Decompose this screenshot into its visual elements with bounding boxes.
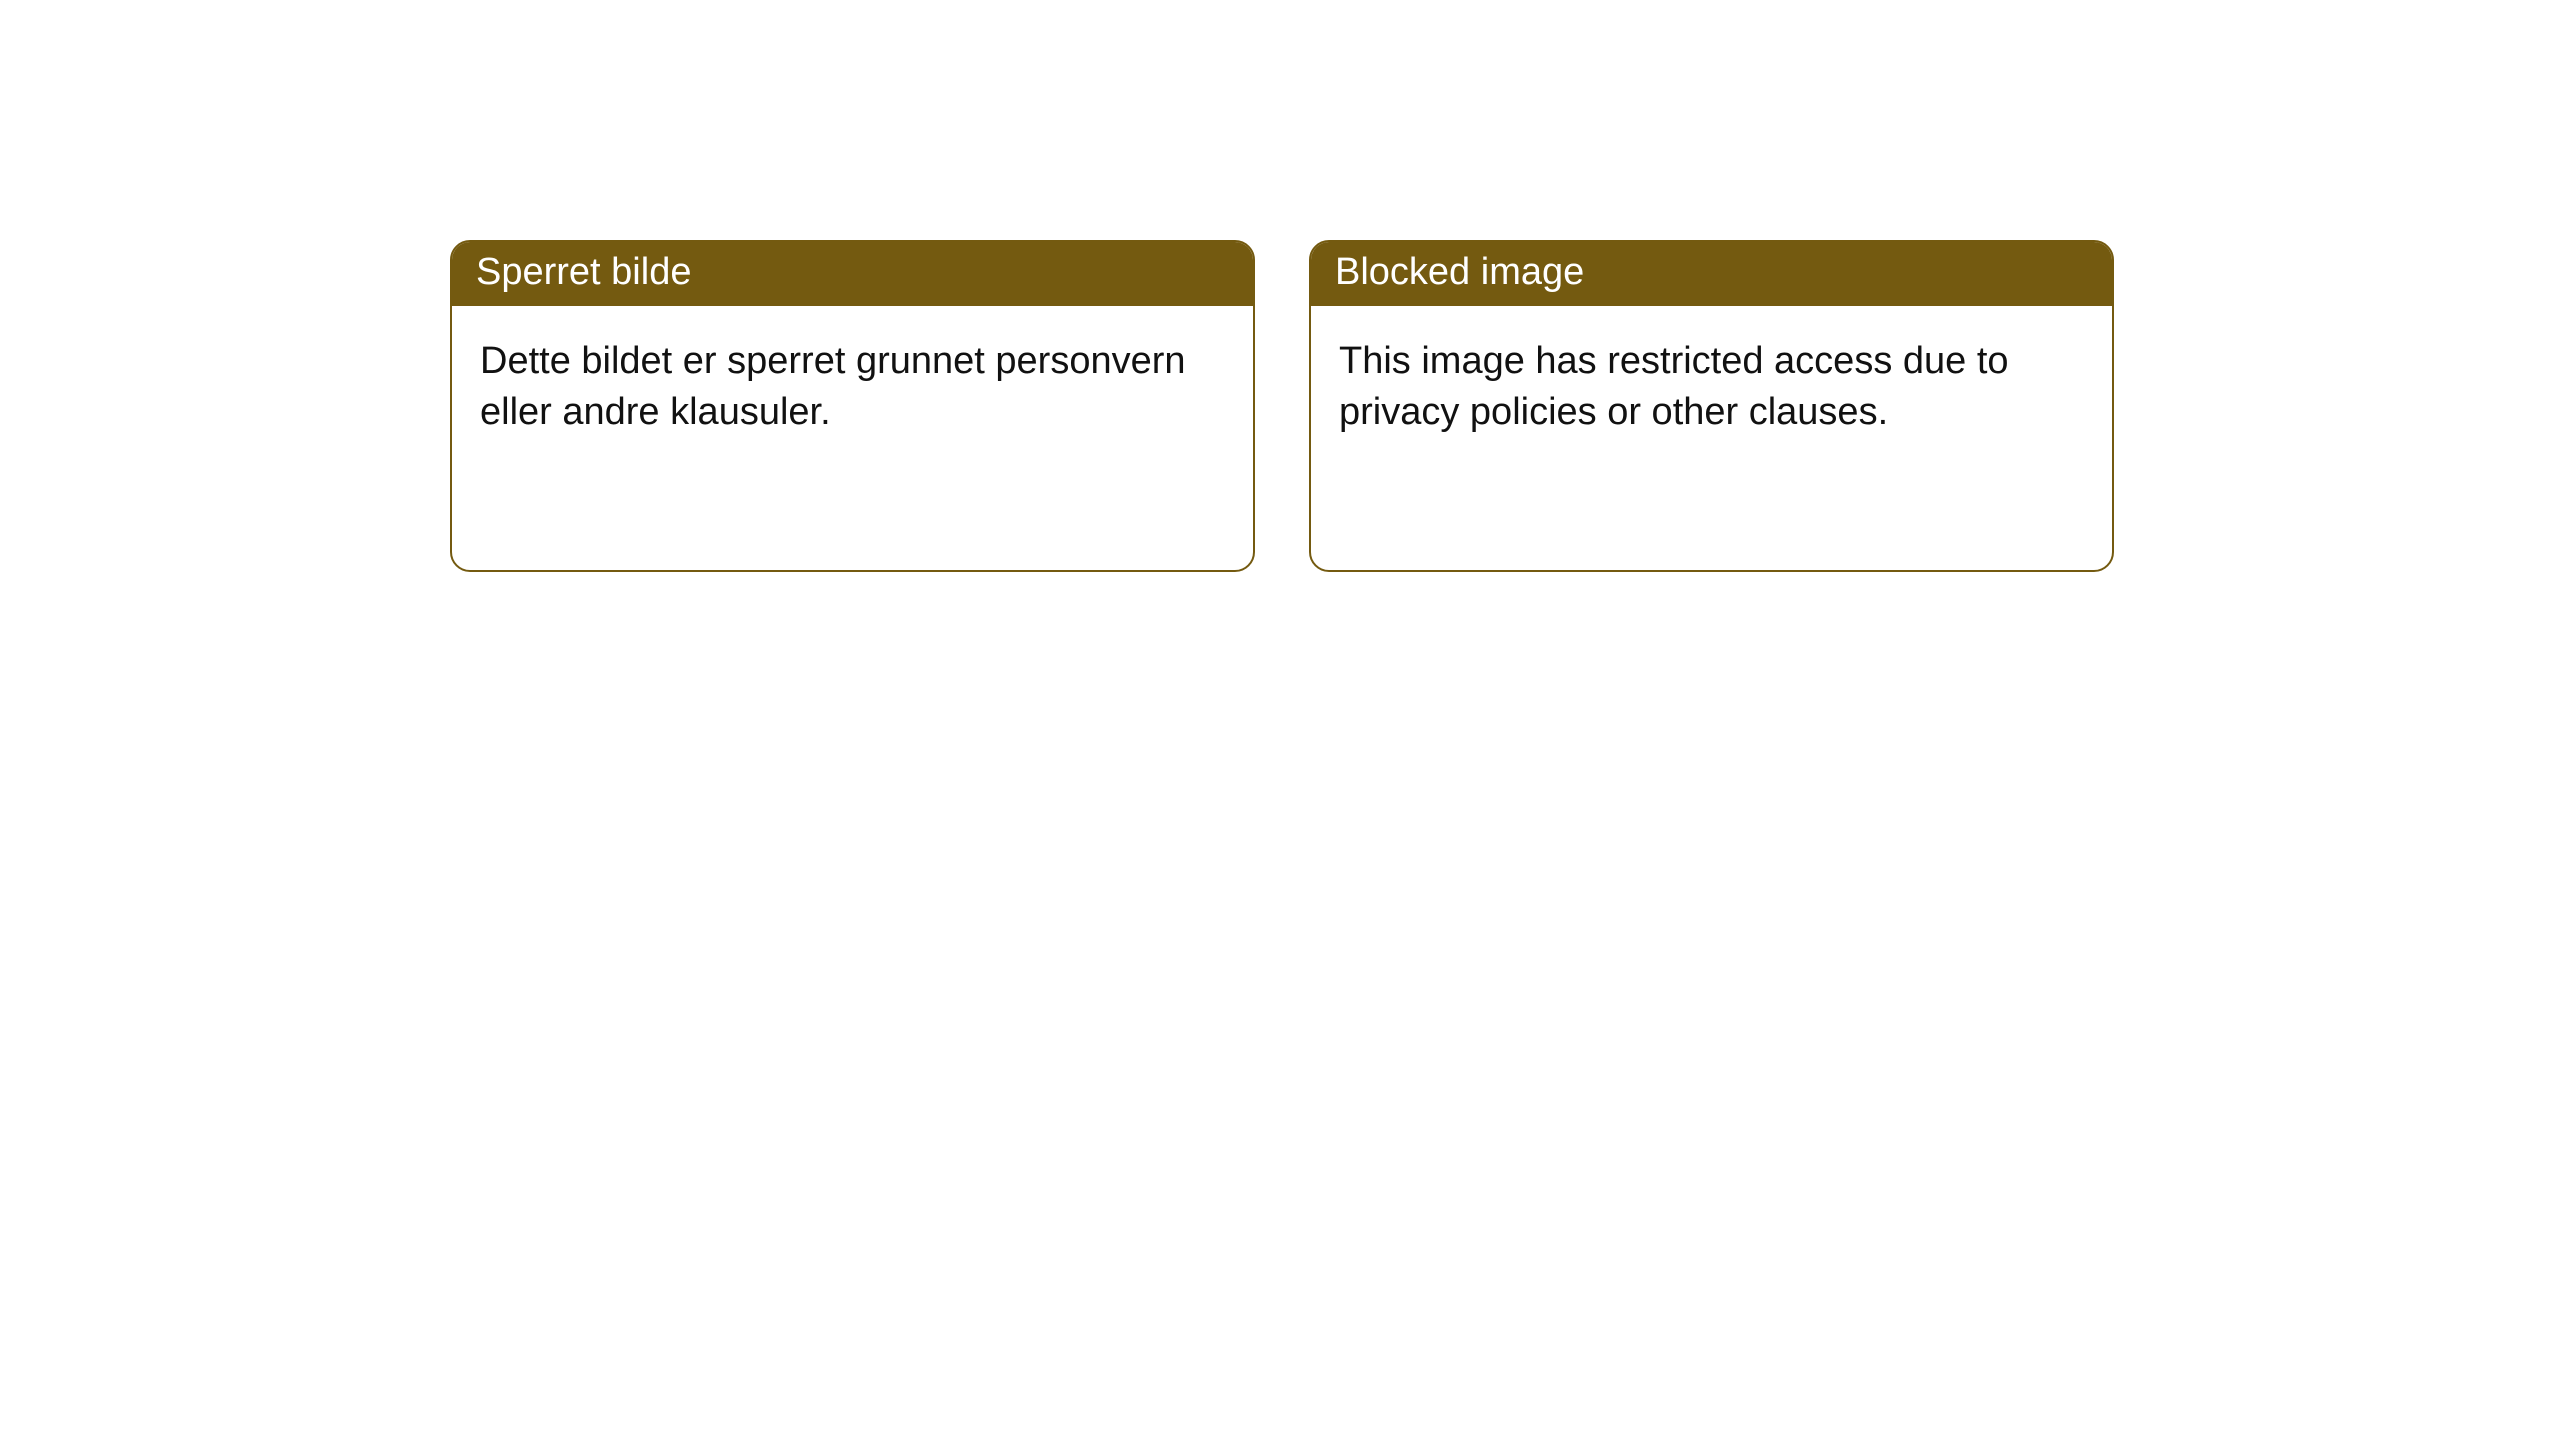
notice-title-english: Blocked image — [1311, 242, 2112, 306]
notice-body-norwegian: Dette bildet er sperret grunnet personve… — [452, 306, 1253, 439]
notice-card-norwegian: Sperret bilde Dette bildet er sperret gr… — [450, 240, 1255, 572]
notice-container: Sperret bilde Dette bildet er sperret gr… — [0, 0, 2560, 572]
notice-card-english: Blocked image This image has restricted … — [1309, 240, 2114, 572]
notice-body-english: This image has restricted access due to … — [1311, 306, 2112, 439]
notice-title-norwegian: Sperret bilde — [452, 242, 1253, 306]
